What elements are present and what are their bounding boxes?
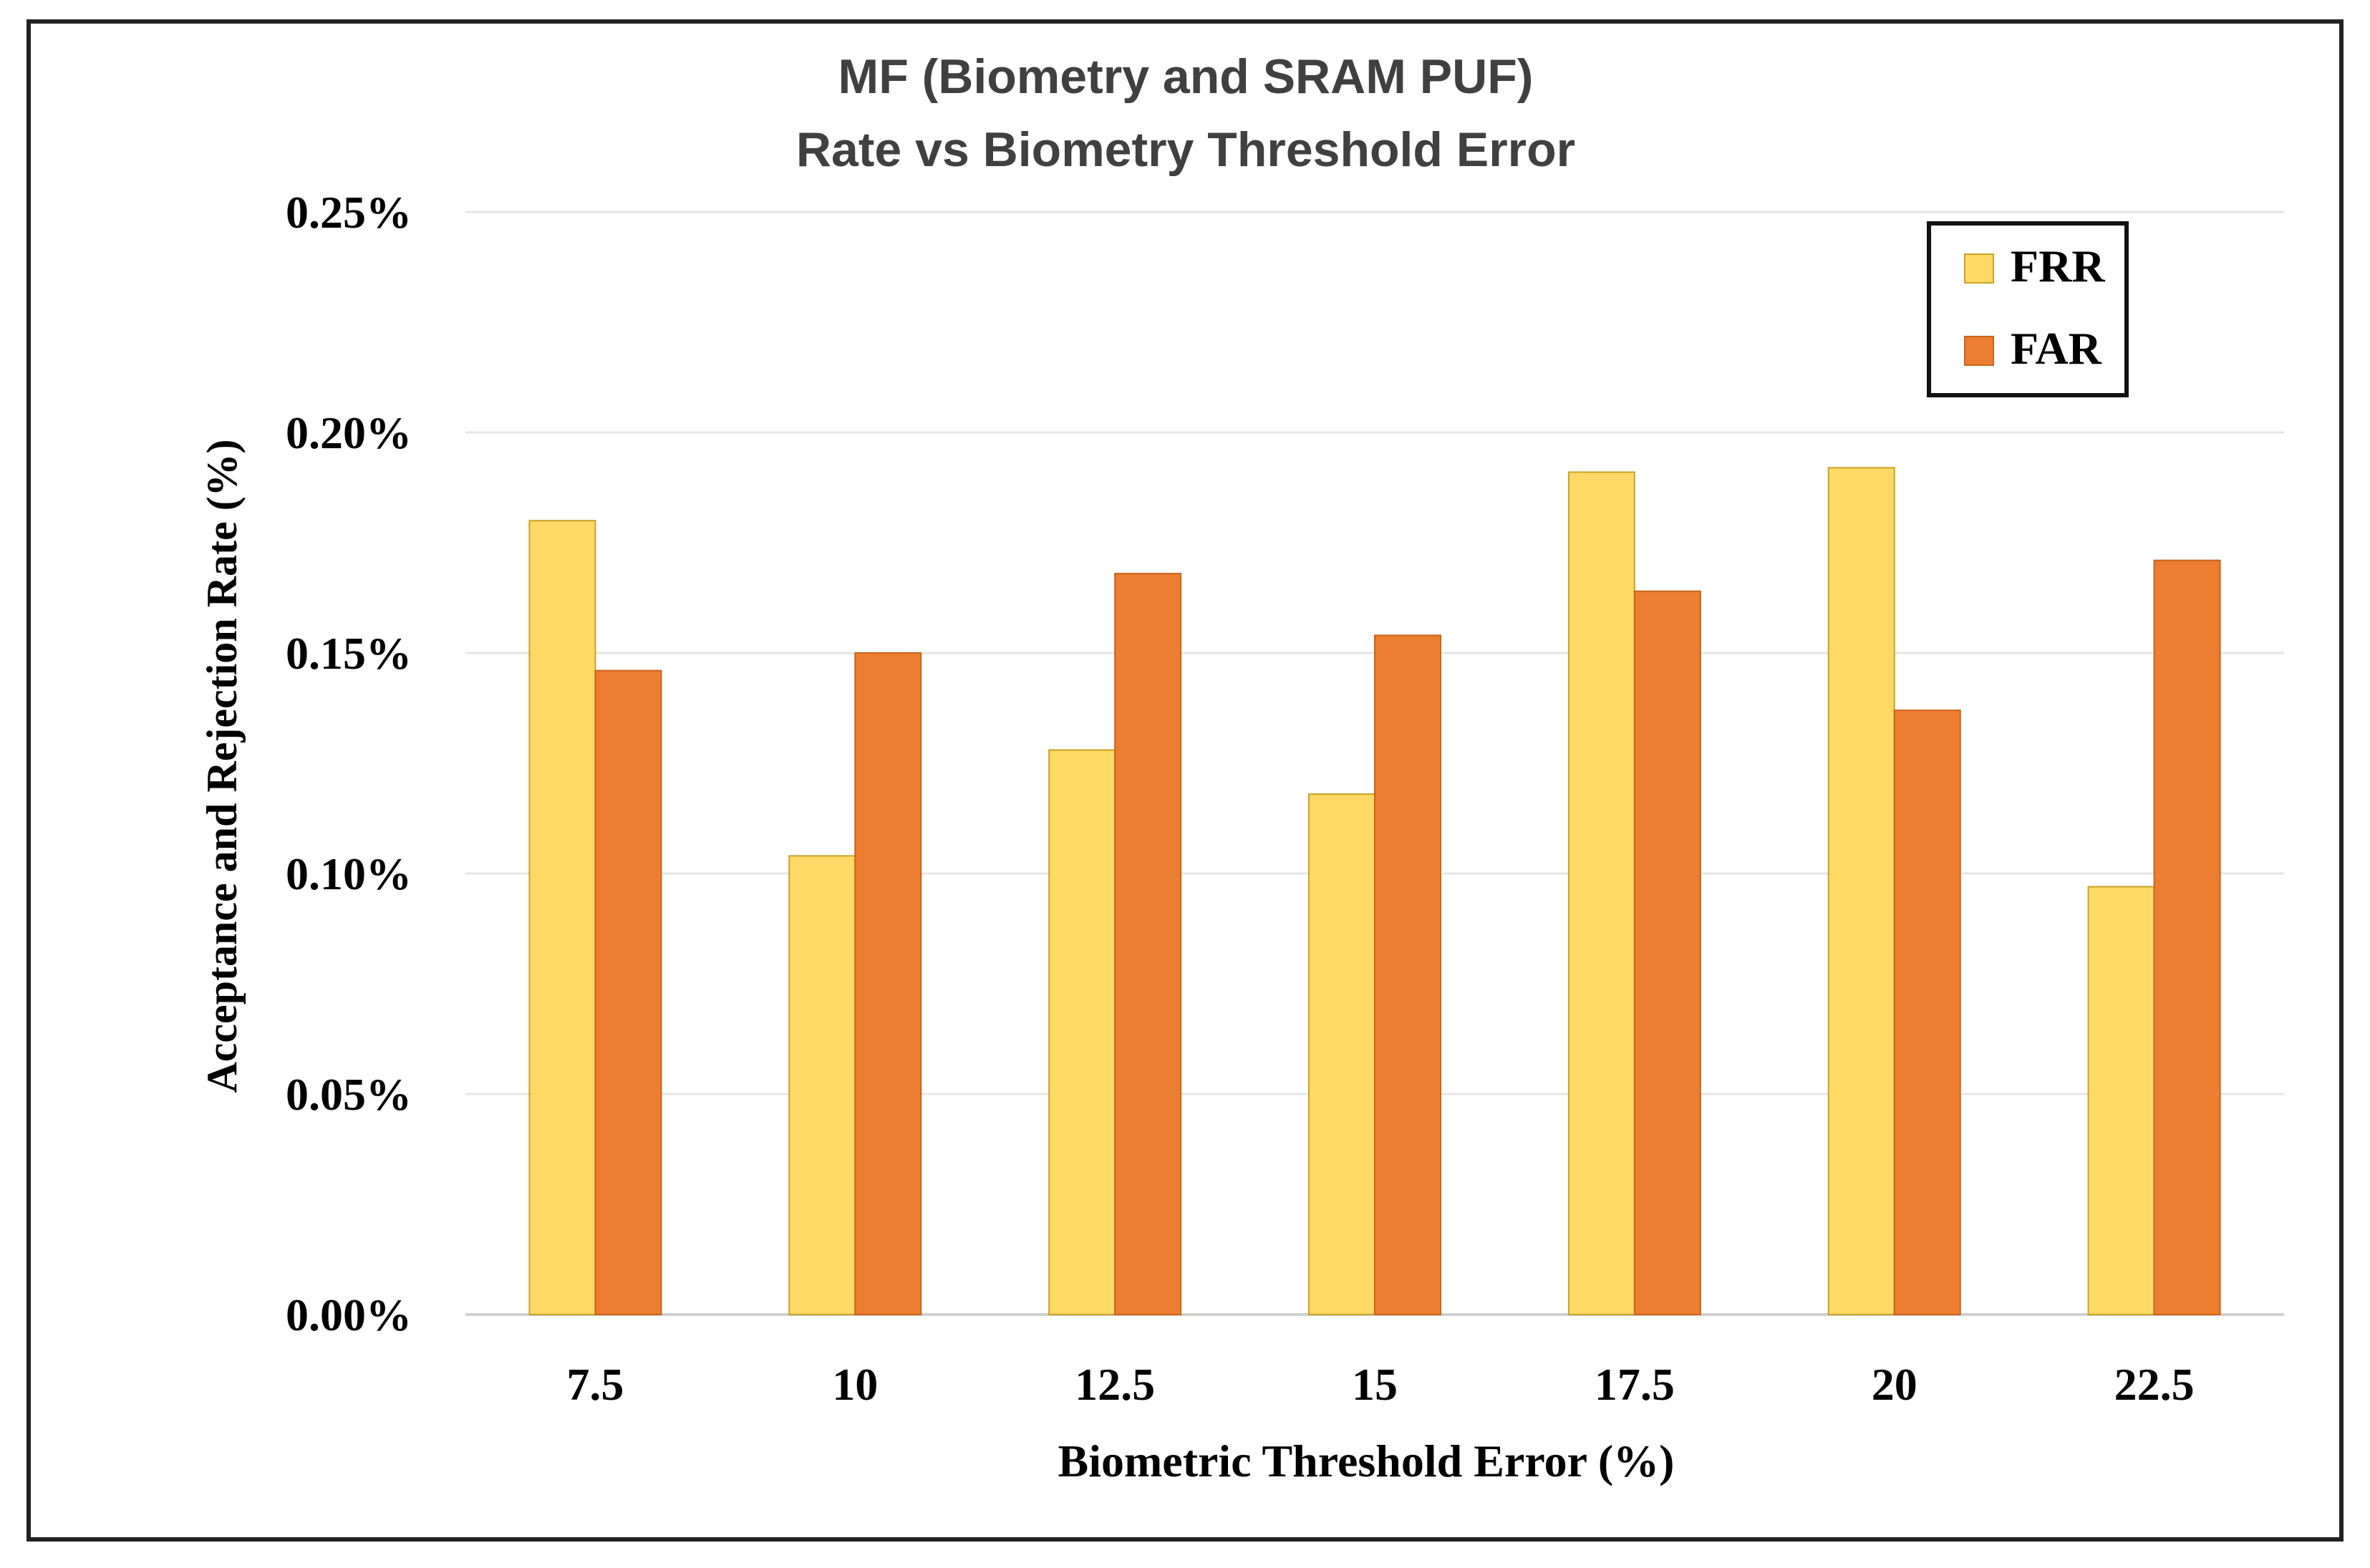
bar-far-10 — [854, 652, 922, 1315]
grid-layer — [465, 210, 2284, 1316]
bar-far-7.5 — [594, 669, 662, 1315]
y-tick-label: 0.05% — [286, 1069, 412, 1120]
legend-label-frr: FRR — [2011, 241, 2105, 291]
chart-title-line-1: MF (Biometry and SRAM PUF) — [838, 49, 1534, 104]
bar-far-12.5 — [1114, 573, 1182, 1315]
x-tick-label: 17.5 — [1595, 1359, 1675, 1410]
x-tick-label: 10 — [832, 1359, 878, 1410]
bar-far-17.5 — [1633, 590, 1701, 1315]
x-tick-label: 7.5 — [566, 1359, 624, 1410]
y-tick-labels: 0.00% 0.05% 0.10% 0.15% 0.20% 0.25% — [286, 187, 412, 1340]
y-tick-label: 0.10% — [286, 848, 412, 899]
legend: FRR FAR — [1927, 221, 2129, 397]
x-tick-label: 22.5 — [2114, 1359, 2195, 1410]
y-axis-label: Acceptance and Rejection Rate (%) — [198, 439, 246, 1093]
chart-title-line-2: Rate vs Biometry Threshold Error — [796, 122, 1575, 177]
y-tick-label: 0.00% — [286, 1289, 412, 1340]
bar-frr-15 — [1308, 793, 1375, 1315]
x-tick-label: 15 — [1352, 1359, 1398, 1410]
y-tick-label: 0.25% — [286, 187, 412, 238]
legend-swatch-far — [1964, 336, 1994, 366]
bar-frr-17.5 — [1567, 471, 1635, 1316]
legend-box — [1927, 221, 2129, 397]
bar-frr-10 — [788, 855, 856, 1315]
y-tick-label: 0.20% — [286, 407, 412, 458]
legend-swatch-frr — [1964, 253, 1994, 284]
legend-label-far: FAR — [2011, 323, 2102, 374]
bar-far-15 — [1374, 634, 1441, 1315]
x-tick-label: 12.5 — [1075, 1359, 1155, 1410]
bar-frr-7.5 — [528, 520, 596, 1316]
x-tick-labels: 7.5 10 12.5 15 17.5 20 22.5 — [566, 1359, 2194, 1410]
bar-far-20 — [1893, 710, 1961, 1315]
bar-far-22.5 — [2153, 559, 2221, 1315]
bar-frr-20 — [1827, 467, 1895, 1315]
bar-frr-12.5 — [1048, 749, 1116, 1315]
bar-frr-22.5 — [2087, 886, 2155, 1315]
x-tick-label: 20 — [1872, 1359, 1917, 1410]
x-axis-label: Biometric Threshold Error (%) — [1058, 1436, 1675, 1486]
bars — [528, 467, 2221, 1316]
y-tick-label: 0.15% — [286, 628, 412, 679]
